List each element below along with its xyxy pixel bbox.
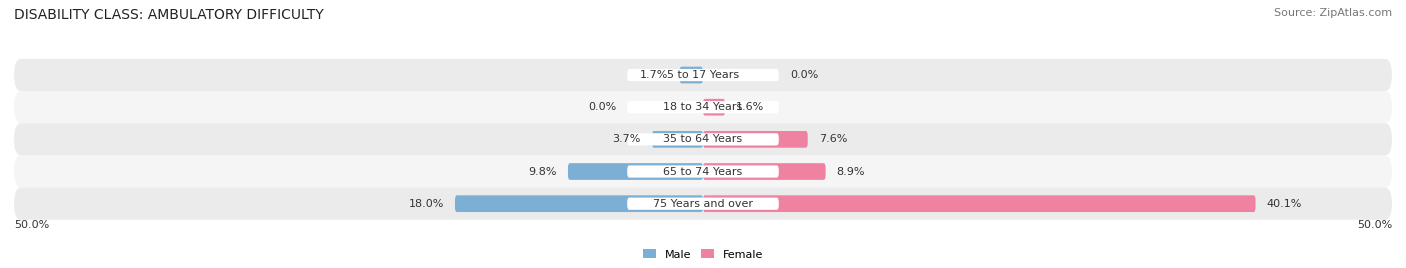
Text: 9.8%: 9.8% — [529, 166, 557, 177]
Text: DISABILITY CLASS: AMBULATORY DIFFICULTY: DISABILITY CLASS: AMBULATORY DIFFICULTY — [14, 8, 323, 22]
Text: 3.7%: 3.7% — [613, 134, 641, 144]
Text: Source: ZipAtlas.com: Source: ZipAtlas.com — [1274, 8, 1392, 18]
FancyBboxPatch shape — [14, 123, 1392, 155]
Text: 0.0%: 0.0% — [588, 102, 616, 112]
Text: 18 to 34 Years: 18 to 34 Years — [664, 102, 742, 112]
Text: 40.1%: 40.1% — [1267, 199, 1302, 209]
FancyBboxPatch shape — [703, 163, 825, 180]
Text: 7.6%: 7.6% — [818, 134, 848, 144]
Legend: Male, Female: Male, Female — [638, 245, 768, 264]
Text: 0.0%: 0.0% — [790, 70, 818, 80]
Text: 50.0%: 50.0% — [14, 220, 49, 230]
FancyBboxPatch shape — [14, 59, 1392, 91]
FancyBboxPatch shape — [14, 91, 1392, 123]
Text: 1.6%: 1.6% — [737, 102, 765, 112]
Text: 8.9%: 8.9% — [837, 166, 865, 177]
FancyBboxPatch shape — [627, 133, 779, 146]
Text: 75 Years and over: 75 Years and over — [652, 199, 754, 209]
Text: 50.0%: 50.0% — [1357, 220, 1392, 230]
FancyBboxPatch shape — [627, 69, 779, 81]
Text: 65 to 74 Years: 65 to 74 Years — [664, 166, 742, 177]
FancyBboxPatch shape — [703, 99, 725, 116]
FancyBboxPatch shape — [627, 101, 779, 113]
FancyBboxPatch shape — [568, 163, 703, 180]
Text: 35 to 64 Years: 35 to 64 Years — [664, 134, 742, 144]
Text: 5 to 17 Years: 5 to 17 Years — [666, 70, 740, 80]
FancyBboxPatch shape — [456, 195, 703, 212]
FancyBboxPatch shape — [679, 67, 703, 83]
FancyBboxPatch shape — [14, 155, 1392, 188]
Text: 18.0%: 18.0% — [409, 199, 444, 209]
FancyBboxPatch shape — [652, 131, 703, 148]
FancyBboxPatch shape — [14, 188, 1392, 220]
Text: 1.7%: 1.7% — [640, 70, 669, 80]
FancyBboxPatch shape — [703, 195, 1256, 212]
FancyBboxPatch shape — [627, 198, 779, 210]
FancyBboxPatch shape — [627, 165, 779, 178]
FancyBboxPatch shape — [703, 131, 807, 148]
